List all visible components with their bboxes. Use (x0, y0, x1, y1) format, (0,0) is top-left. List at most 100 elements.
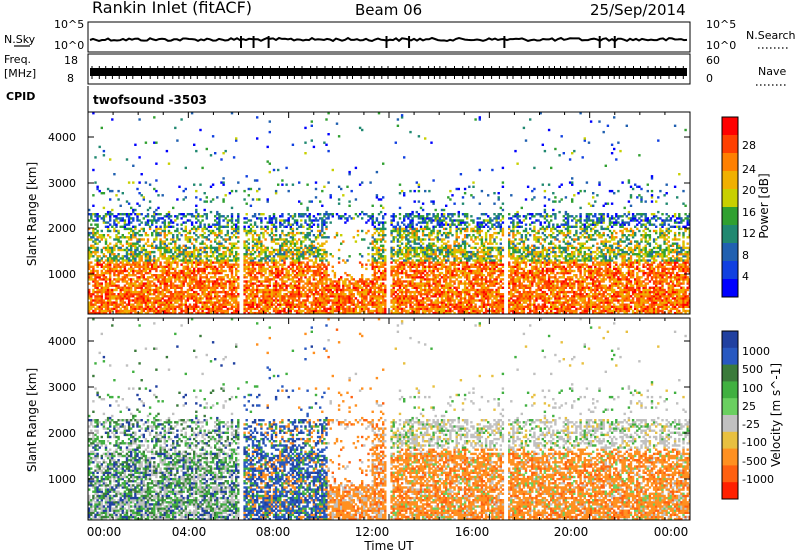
range-time-cell (274, 290, 278, 294)
range-time-cell (421, 265, 425, 268)
range-time-cell (337, 305, 341, 308)
range-time-cell (279, 223, 282, 226)
range-time-cell (230, 305, 234, 308)
range-time-cell (232, 282, 236, 285)
range-time-cell (159, 231, 162, 235)
range-time-cell (283, 253, 286, 256)
range-time-cell (211, 271, 215, 275)
range-time-cell (400, 290, 404, 294)
range-time-cell (130, 229, 133, 233)
range-time-cell (188, 305, 192, 308)
range-time-cell (193, 269, 196, 273)
range-time-cell (201, 271, 204, 275)
range-time-cell (300, 250, 303, 254)
range-time-cell (195, 299, 198, 302)
range-time-cell (136, 284, 139, 287)
range-time-cell (136, 303, 139, 306)
range-time-cell (321, 295, 324, 298)
range-time-cell (289, 244, 292, 247)
range-time-cell (201, 290, 204, 294)
range-time-cell (300, 244, 303, 247)
range-time-cell (384, 295, 387, 298)
range-time-cell (287, 303, 290, 306)
range-time-cell (161, 242, 164, 245)
range-time-cell (176, 278, 179, 281)
range-time-cell (190, 215, 194, 218)
range-time-cell (142, 307, 145, 311)
range-time-cell (178, 293, 181, 296)
range-time-cell (109, 255, 112, 258)
range-time-cell (289, 297, 292, 300)
range-time-cell (325, 309, 328, 313)
range-time-cell (340, 217, 343, 220)
range-time-cell (270, 305, 274, 308)
range-time-cell (218, 271, 221, 275)
range-time-cell (220, 259, 223, 262)
range-time-cell (310, 219, 313, 222)
range-time-cell (291, 263, 295, 266)
range-time-cell (119, 267, 122, 271)
range-time-cell (163, 295, 166, 298)
range-time-cell (314, 217, 318, 220)
range-time-cell (340, 293, 343, 296)
range-time-cell (138, 293, 141, 296)
range-time-cell (398, 305, 402, 308)
range-time-cell (312, 240, 316, 243)
range-time-cell (163, 219, 166, 222)
range-time-cell (262, 290, 265, 294)
range-time-cell (283, 301, 286, 304)
range-time-cell (289, 305, 292, 308)
range-time-cell (411, 219, 414, 222)
range-time-cell (319, 229, 322, 233)
range-time-cell (201, 286, 204, 289)
range-time-cell (398, 311, 402, 314)
range-time-cell (421, 227, 425, 231)
range-time-cell (415, 265, 418, 268)
range-time-cell (96, 215, 99, 218)
range-time-cell (159, 238, 162, 241)
range-time-cell (413, 261, 416, 264)
range-time-cell (403, 261, 406, 264)
range-time-cell (106, 299, 110, 302)
range-time-cell (379, 255, 383, 258)
range-time-cell (205, 276, 208, 279)
range-time-cell (205, 278, 208, 281)
range-time-cell (201, 280, 204, 283)
range-time-cell (159, 246, 162, 250)
range-time-cell (367, 290, 370, 294)
range-time-cell (111, 280, 114, 283)
range-time-cell (111, 295, 114, 298)
range-time-cell (367, 282, 370, 285)
freq-label: Freq. (4, 53, 31, 66)
range-time-cell (373, 257, 376, 260)
range-time-cell (365, 293, 368, 296)
range-time-cell (310, 221, 313, 224)
range-time-cell (262, 231, 265, 235)
range-time-cell (172, 299, 175, 302)
range-time-cell (169, 301, 173, 304)
range-time-cell (285, 225, 288, 228)
range-time-cell (174, 307, 177, 311)
range-time-cell (371, 282, 374, 285)
range-time-cell (237, 293, 240, 296)
range-time-cell (146, 257, 150, 260)
range-time-cell (256, 240, 259, 243)
range-time-cell (232, 299, 236, 302)
range-time-cell (157, 305, 160, 308)
range-time-cell (123, 286, 127, 289)
range-time-cell (216, 210, 219, 214)
range-time-cell (220, 278, 223, 281)
range-time-cell (226, 231, 229, 235)
range-time-cell (321, 255, 324, 258)
range-time-cell (260, 265, 263, 268)
range-time-cell (377, 257, 381, 260)
range-time-cell (413, 286, 416, 289)
range-time-cell (222, 276, 225, 279)
range-time-cell (377, 284, 381, 287)
range-time-cell (165, 274, 169, 277)
range-time-cell (260, 246, 263, 250)
range-time-cell (182, 303, 185, 306)
range-time-cell (136, 202, 139, 205)
range-time-cell (321, 311, 324, 314)
range-time-cell (304, 213, 307, 216)
